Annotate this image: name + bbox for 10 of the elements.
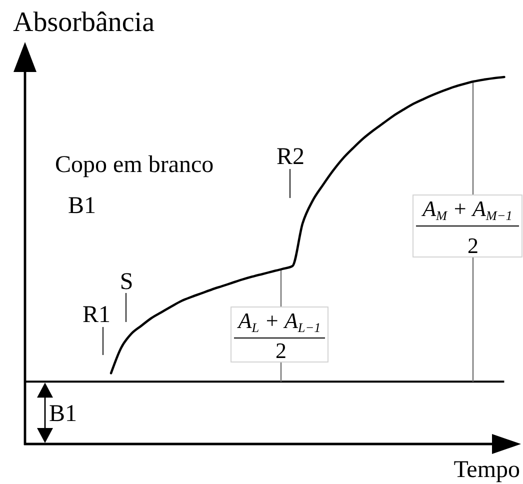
annotation: Copo em branco [55,152,214,178]
annotation: A$_{L}$ + A$_{L−1}$ 2 [236,308,321,363]
annotation: A$_{M}$ + A$_{M−1}$ 2 [420,196,512,258]
y-axis-title: Absorbância [13,7,156,38]
annotation: S [120,269,134,295]
ref-line-label: B1 [49,400,78,427]
annotation: B1 [68,193,96,219]
annotation: R1 [82,302,111,328]
annotation: R2 [276,144,305,170]
x-axis-title: Tempo [454,457,520,483]
